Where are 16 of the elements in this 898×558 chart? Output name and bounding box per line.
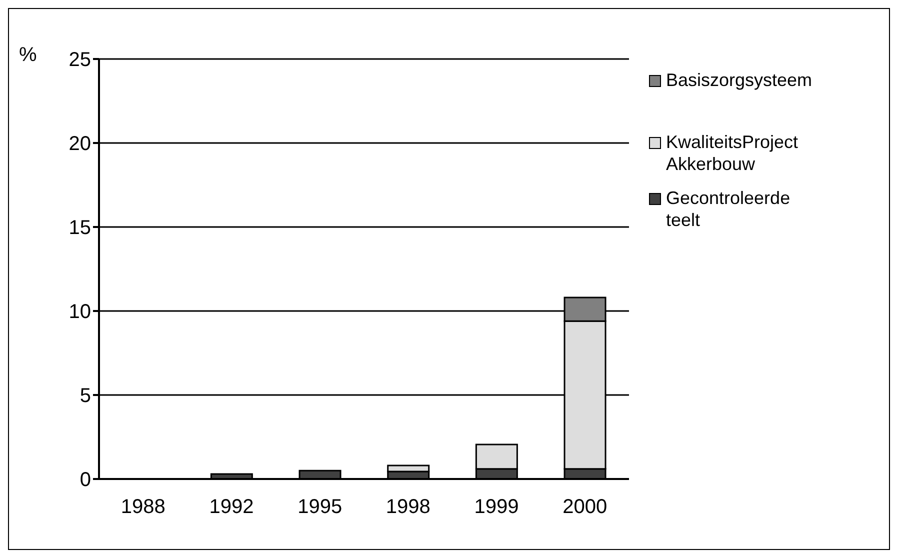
y-tick-label: 20	[68, 133, 91, 156]
y-tick-label: 25	[68, 49, 91, 72]
y-tick-label: 5	[80, 385, 91, 408]
legend-label: Gecontroleerde teelt	[666, 187, 792, 231]
legend-label: Basiszorgsysteem	[666, 69, 812, 91]
x-tick-label: 1992	[209, 496, 254, 518]
y-tick-label: 10	[68, 301, 91, 324]
y-axis-title: %	[19, 44, 37, 66]
x-tick-label: 1999	[474, 496, 519, 518]
y-tick-label: 15	[68, 217, 91, 240]
x-tick-label: 1995	[298, 496, 342, 518]
x-tick-label: 2000	[562, 496, 608, 518]
y-tick-label: 0	[80, 469, 91, 492]
legend-label: KwaliteitsProject Akkerbouw	[666, 131, 800, 175]
x-tick-label: 1998	[386, 496, 430, 518]
x-tick-label: 1988	[120, 496, 166, 518]
